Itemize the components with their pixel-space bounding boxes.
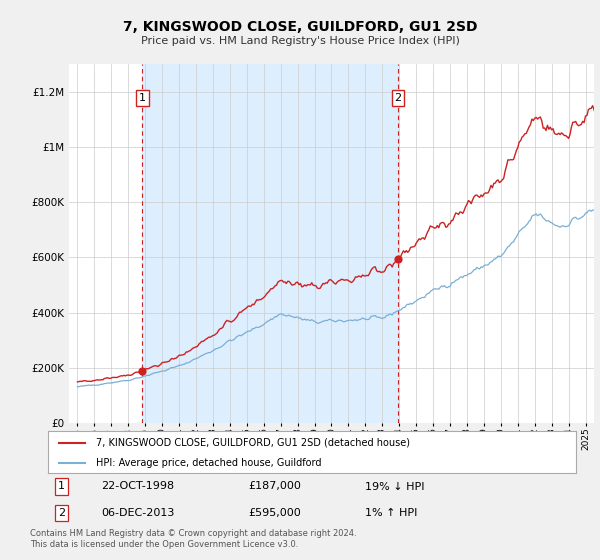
Text: 1% ↑ HPI: 1% ↑ HPI [365,508,417,518]
Text: 1: 1 [58,482,65,492]
Text: £187,000: £187,000 [248,482,302,492]
Text: Contains HM Land Registry data © Crown copyright and database right 2024.
This d: Contains HM Land Registry data © Crown c… [30,529,356,549]
Text: 7, KINGSWOOD CLOSE, GUILDFORD, GU1 2SD: 7, KINGSWOOD CLOSE, GUILDFORD, GU1 2SD [123,20,477,34]
Text: HPI: Average price, detached house, Guildford: HPI: Average price, detached house, Guil… [95,458,321,468]
Text: 2: 2 [394,93,401,103]
Text: 22-OCT-1998: 22-OCT-1998 [101,482,174,492]
Text: 1: 1 [139,93,146,103]
Text: 19% ↓ HPI: 19% ↓ HPI [365,482,424,492]
Bar [142,64,398,423]
Text: £595,000: £595,000 [248,508,301,518]
Text: 06-DEC-2013: 06-DEC-2013 [101,508,174,518]
Point [393,254,403,263]
Text: 2: 2 [58,508,65,518]
Text: 7, KINGSWOOD CLOSE, GUILDFORD, GU1 2SD (detached house): 7, KINGSWOOD CLOSE, GUILDFORD, GU1 2SD (… [95,438,410,448]
Point [137,367,147,376]
Text: Price paid vs. HM Land Registry's House Price Index (HPI): Price paid vs. HM Land Registry's House … [140,36,460,46]
